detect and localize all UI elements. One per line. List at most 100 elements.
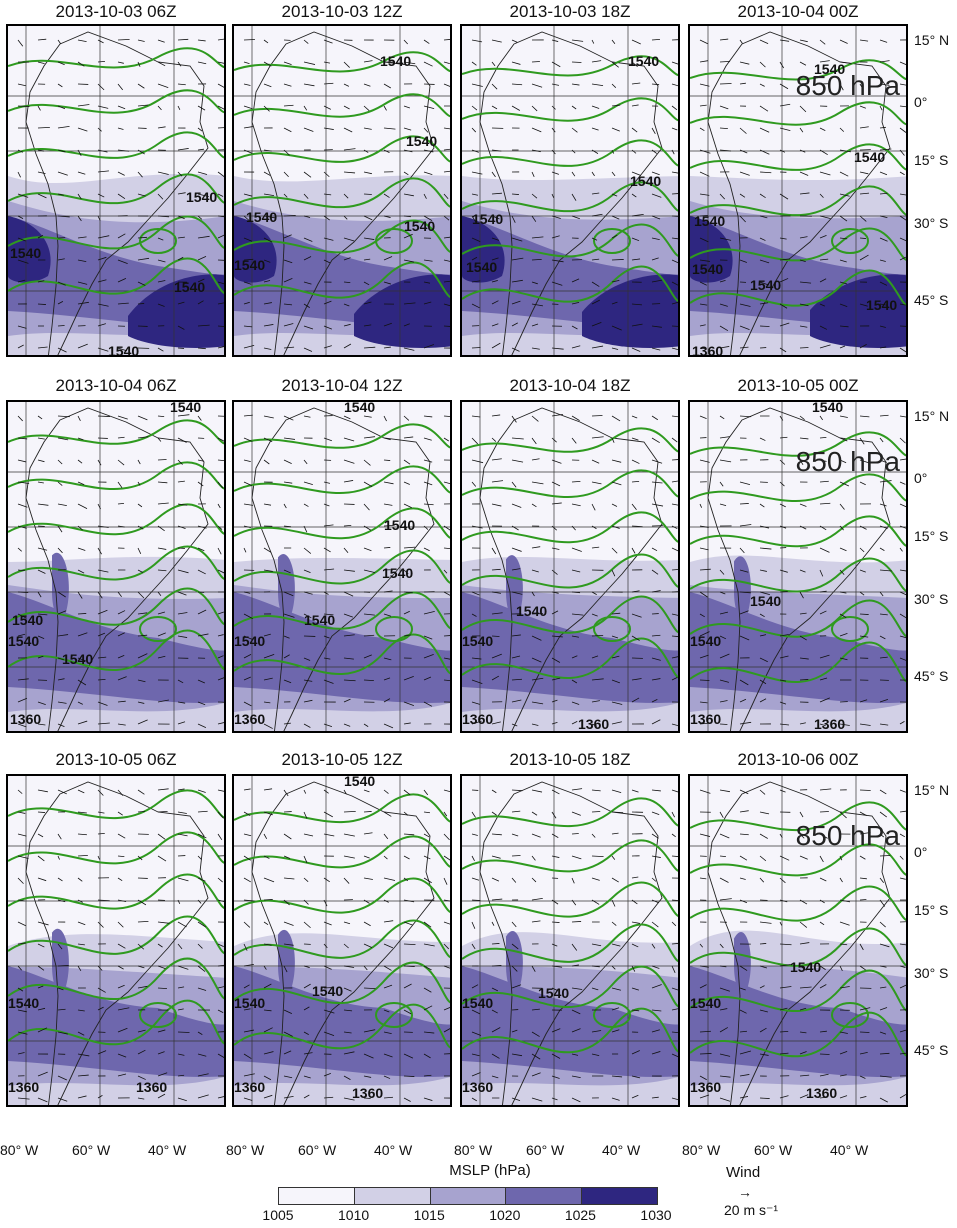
wind-vector — [531, 415, 539, 422]
wind-vector — [551, 987, 559, 991]
wind-vector — [611, 1007, 620, 1011]
wind-vector — [779, 278, 789, 283]
wind-vector — [571, 437, 577, 444]
wind-vector — [739, 833, 749, 836]
wind-vector — [97, 127, 102, 132]
wind-vector — [97, 899, 110, 902]
coastline — [251, 31, 435, 355]
wind-vector — [739, 39, 743, 44]
wind-vector — [443, 789, 450, 793]
wind-vector — [611, 234, 618, 239]
wind-vector — [197, 105, 206, 111]
wind-vector — [671, 127, 678, 131]
wind-vector — [117, 1053, 127, 1058]
wind-vector — [699, 654, 709, 659]
wind-vector — [37, 1007, 46, 1011]
contour-label: 1540 — [694, 213, 725, 229]
height-contour — [690, 143, 906, 171]
wind-vector — [899, 525, 906, 529]
wind-vector — [859, 83, 864, 90]
wind-vector — [511, 634, 521, 637]
wind-vector — [363, 481, 373, 487]
wind-vector — [671, 789, 678, 793]
wind-vector — [403, 546, 416, 549]
wind-vector — [303, 1052, 313, 1055]
wind-vector — [759, 789, 766, 795]
contour-label: 1360 — [136, 1079, 167, 1095]
wind-vector — [699, 347, 707, 350]
wind-vector — [699, 833, 711, 837]
wind-vector — [631, 127, 638, 133]
wind-vector — [799, 1031, 807, 1034]
wind-vector — [343, 723, 351, 727]
wind-vector — [779, 789, 786, 793]
wind-vector — [77, 943, 85, 946]
wind-vector — [719, 611, 729, 615]
wind-vector — [197, 609, 207, 615]
wind-vector — [799, 612, 807, 615]
wind-vector — [799, 1007, 807, 1011]
wind-vector — [323, 635, 330, 639]
wind-vector — [839, 437, 848, 442]
wind-vector — [343, 877, 350, 884]
wind-vector — [591, 39, 595, 44]
wind-vector — [57, 347, 67, 353]
height-contour — [8, 629, 224, 671]
wind-vector — [243, 193, 253, 197]
wind-vector — [37, 38, 47, 41]
wind-vector — [137, 789, 145, 795]
wind-vector — [671, 415, 678, 418]
wind-vector — [491, 480, 504, 483]
wind-vector — [423, 855, 431, 860]
wind-vector — [423, 811, 431, 814]
wind-vector — [859, 613, 869, 615]
wind-vector — [97, 832, 105, 835]
wind-vector — [631, 258, 641, 261]
wind-vector — [531, 61, 540, 63]
contour-label: 1540 — [692, 261, 723, 277]
wind-vector — [97, 193, 105, 198]
wind-vector — [243, 811, 251, 816]
wind-vector — [137, 104, 149, 107]
wind-vector — [383, 415, 387, 422]
wind-vector — [177, 61, 182, 67]
wind-vector — [611, 215, 620, 220]
wind-vector — [303, 503, 309, 507]
wind-vector — [899, 193, 906, 196]
wind-vector — [779, 569, 788, 573]
wind-vector — [839, 193, 850, 197]
wind-vector — [591, 811, 601, 813]
wind-vector — [879, 789, 887, 795]
wind-vector — [157, 83, 169, 88]
wind-vector — [137, 171, 143, 178]
wind-vector — [511, 105, 521, 111]
wind-vector — [323, 789, 329, 794]
wind-vector — [879, 569, 892, 572]
wind-vector — [571, 345, 581, 349]
wind-vector — [779, 877, 786, 884]
wind-vector — [157, 965, 166, 969]
wind-vector — [77, 481, 85, 486]
wind-vector — [899, 481, 906, 485]
wind-vector — [137, 415, 148, 421]
wind-vector — [859, 415, 870, 418]
wind-vector — [551, 413, 564, 417]
wind-vector — [651, 279, 663, 283]
wind-vector — [571, 547, 582, 552]
wind-vector — [383, 193, 390, 198]
wind-vector — [243, 1053, 252, 1059]
wind-vector — [303, 547, 312, 554]
wind-vector — [37, 126, 50, 129]
wind-vector — [323, 657, 331, 660]
wind-vector — [243, 921, 251, 928]
wind-vector — [403, 877, 409, 882]
wind-vector — [117, 943, 126, 949]
wind-vector — [323, 1009, 335, 1014]
wind-vector — [383, 547, 391, 549]
wind-vector — [383, 899, 389, 903]
wind-vector — [443, 877, 448, 885]
wind-vector — [137, 899, 147, 906]
wind-vector — [839, 811, 847, 819]
wind-vector — [177, 701, 186, 704]
wind-vector — [263, 877, 275, 883]
